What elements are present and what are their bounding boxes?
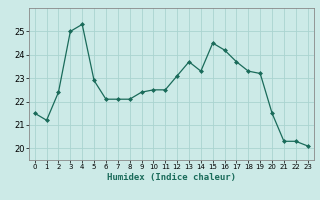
X-axis label: Humidex (Indice chaleur): Humidex (Indice chaleur) [107,173,236,182]
